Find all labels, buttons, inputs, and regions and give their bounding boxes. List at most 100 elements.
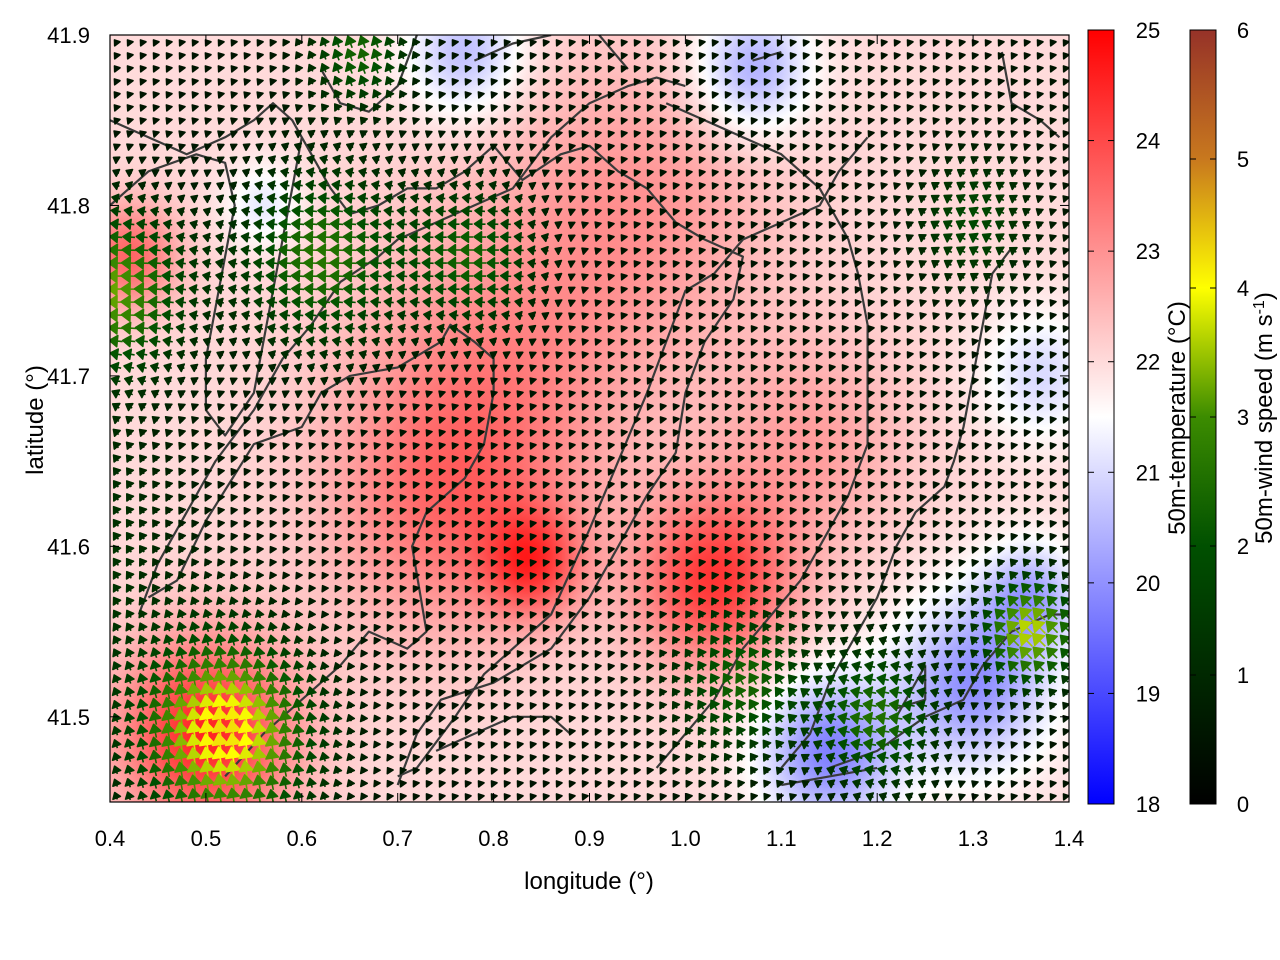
wind-arrow xyxy=(711,39,719,47)
wind-arrow xyxy=(490,130,498,138)
wind-arrow xyxy=(204,52,212,60)
wind-arrow xyxy=(178,91,186,99)
wind-arrow xyxy=(191,104,199,112)
wind-arrow xyxy=(386,116,394,125)
wind-arrow xyxy=(659,130,667,138)
wind-arrow xyxy=(1023,91,1031,99)
wind-arrow xyxy=(581,91,589,99)
temperature-colorbar xyxy=(1087,29,1115,805)
wind-arrow xyxy=(334,103,343,112)
wind-arrow xyxy=(477,91,485,99)
wind-arrow xyxy=(971,104,979,112)
wind-arrow xyxy=(724,117,732,125)
wind-arrow xyxy=(139,52,147,60)
wind-arrow xyxy=(646,78,654,86)
wind-arrow xyxy=(230,104,238,112)
wind-arrow xyxy=(412,117,420,125)
wind-arrow xyxy=(1036,91,1044,99)
wind-arrow xyxy=(490,39,498,47)
wind-arrow xyxy=(685,78,693,86)
wind-arrow xyxy=(646,130,654,138)
wind-arrow xyxy=(1062,78,1069,86)
wind-arrow xyxy=(646,52,654,60)
wind-arrow xyxy=(919,104,927,112)
wind-arrow xyxy=(828,117,836,125)
wind-arrow xyxy=(295,64,304,73)
wind-vectors xyxy=(110,35,1069,802)
wind-arrow xyxy=(178,130,186,138)
x-tick-label: 1.0 xyxy=(670,826,701,851)
wind-arrow xyxy=(438,38,446,47)
wind-arrow xyxy=(1023,104,1031,112)
wind-arrow xyxy=(737,78,745,86)
wind-arrow xyxy=(191,91,199,99)
wind-arrow xyxy=(320,89,330,99)
wind-arrow xyxy=(503,65,511,73)
wind-arrow xyxy=(464,39,472,47)
wind-arrow xyxy=(646,39,654,47)
wind-arrow xyxy=(477,65,485,73)
wind-arrow xyxy=(815,65,823,73)
wind-arrow xyxy=(672,65,680,73)
wind-arrow xyxy=(425,77,433,86)
wind-arrow xyxy=(165,91,173,99)
x-tick-label: 0.7 xyxy=(382,826,413,851)
wind-arrow xyxy=(165,130,173,138)
wind-arrow xyxy=(359,116,368,125)
wind-arrow xyxy=(932,52,940,60)
wind-arrow xyxy=(555,104,563,112)
wind-arrow xyxy=(165,65,173,73)
wind-arrow xyxy=(984,78,992,86)
wind-arrow xyxy=(555,39,563,47)
wind-arrow xyxy=(867,52,875,60)
wind-arrow xyxy=(880,52,888,60)
wind-arrow xyxy=(828,39,836,47)
wind-arrow xyxy=(503,91,511,99)
wind-arrow xyxy=(256,52,264,60)
wind-arrow xyxy=(204,130,212,138)
wind-arrow xyxy=(789,52,797,60)
wind-arrow xyxy=(841,39,849,47)
wind-arrow xyxy=(672,117,680,125)
wind-arrow xyxy=(230,130,238,138)
wind-arrow xyxy=(646,104,654,112)
x-tick-label: 1.4 xyxy=(1054,826,1085,851)
wind-arrow xyxy=(659,91,667,99)
wind-arrow xyxy=(841,104,849,112)
wind-arrow xyxy=(724,78,732,86)
wind-arrow xyxy=(828,104,836,112)
wind-arrow xyxy=(529,39,537,47)
wind-arrow xyxy=(867,91,875,99)
wind-arrow xyxy=(698,104,706,112)
temperature-colorbar-tick-label: 23 xyxy=(1136,239,1160,264)
wind-arrow xyxy=(516,65,524,73)
wind-arrow xyxy=(371,61,382,74)
wind-arrow xyxy=(997,78,1005,86)
wind-arrow xyxy=(724,65,732,73)
wind-arrow xyxy=(529,130,537,138)
wind-colorbar-tick-label: 1 xyxy=(1237,663,1249,688)
wind-arrow xyxy=(854,104,862,112)
wind-arrow xyxy=(607,130,615,138)
wind-arrow xyxy=(1010,78,1018,86)
wind-arrow xyxy=(384,62,395,73)
wind-arrow xyxy=(542,39,550,47)
wind-arrow xyxy=(594,104,602,112)
wind-arrow xyxy=(893,117,901,125)
wind-arrow xyxy=(477,52,485,60)
wind-arrow xyxy=(776,91,784,99)
wind-arrow xyxy=(464,130,472,138)
wind-arrow xyxy=(384,76,395,86)
wind-arrow xyxy=(568,104,576,112)
wind-arrow xyxy=(698,78,706,86)
wind-arrow xyxy=(269,78,277,86)
wind-arrow xyxy=(139,117,147,125)
wind-arrow xyxy=(633,65,641,73)
wind-arrow xyxy=(620,104,628,112)
wind-arrow xyxy=(646,65,654,73)
wind-arrow xyxy=(815,39,823,47)
wind-arrow xyxy=(854,78,862,86)
wind-arrow xyxy=(893,104,901,112)
wind-arrow xyxy=(373,116,381,125)
wind-arrow xyxy=(568,78,576,86)
